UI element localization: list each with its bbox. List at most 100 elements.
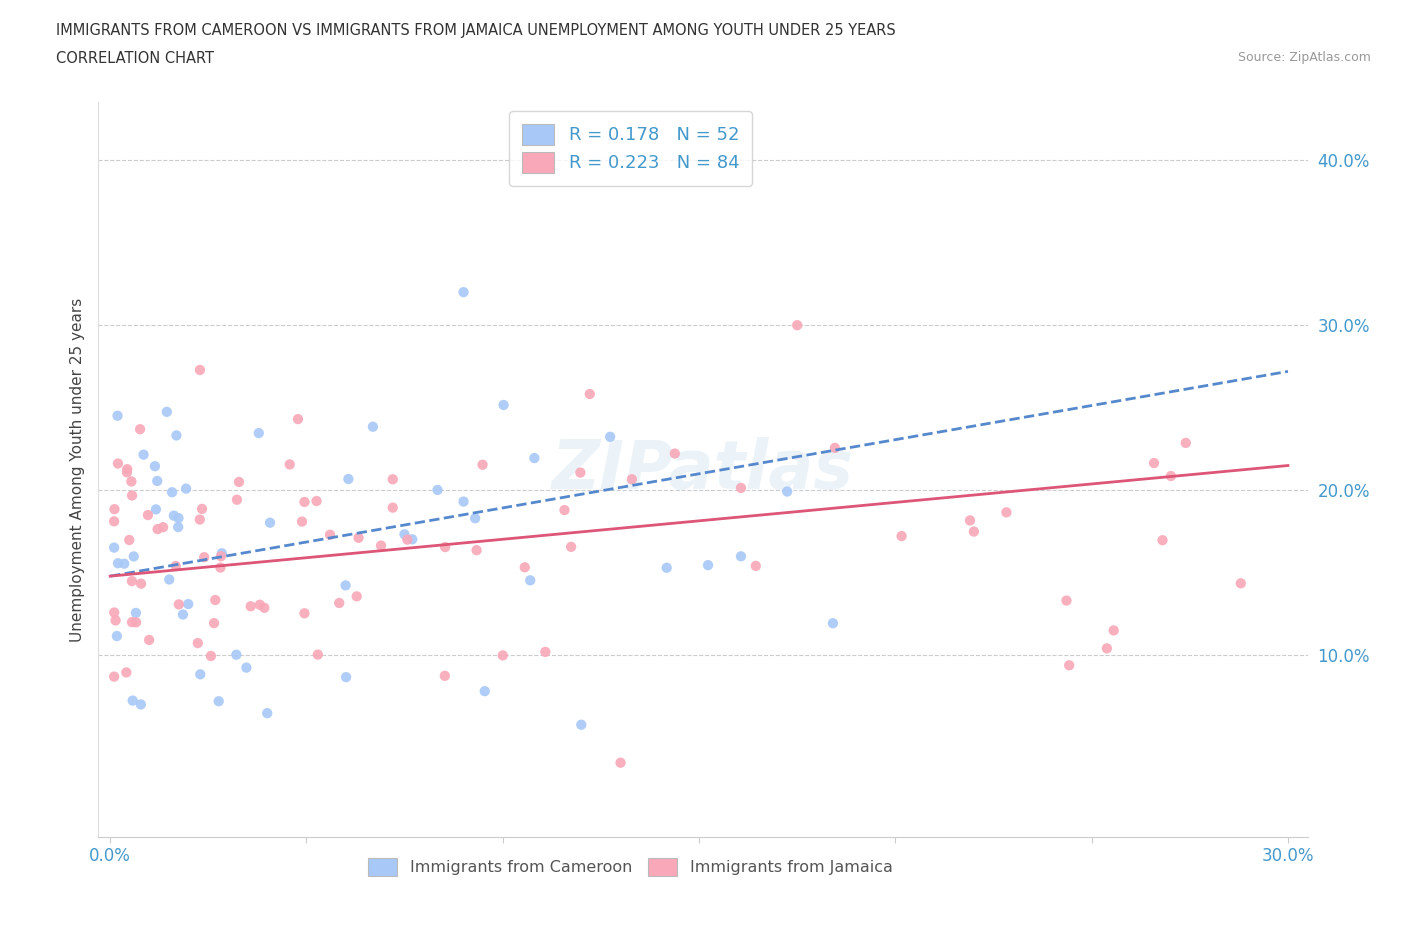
Point	[121, 574, 143, 589]
Point	[319, 527, 342, 542]
Point	[1143, 456, 1166, 471]
Point	[165, 559, 187, 574]
Point	[471, 458, 494, 472]
Point	[167, 597, 190, 612]
Point	[115, 461, 138, 476]
Point	[235, 660, 257, 675]
Point	[204, 592, 226, 607]
Point	[786, 318, 808, 333]
Point	[821, 616, 844, 631]
Point	[599, 430, 621, 445]
Point	[963, 525, 986, 539]
Point	[167, 511, 190, 525]
Point	[187, 635, 209, 650]
Point	[824, 441, 846, 456]
Point	[129, 421, 152, 436]
Point	[156, 405, 179, 419]
Point	[513, 560, 536, 575]
Point	[474, 684, 496, 698]
Point	[256, 706, 278, 721]
Point	[294, 495, 316, 510]
Point	[381, 472, 404, 486]
Point	[125, 605, 148, 620]
Point	[145, 502, 167, 517]
Point	[492, 397, 515, 412]
Point	[120, 474, 142, 489]
Point	[776, 485, 799, 499]
Point	[122, 549, 145, 564]
Point	[433, 669, 456, 684]
Point	[146, 522, 169, 537]
Point	[434, 539, 457, 554]
Point	[328, 595, 350, 610]
Point	[401, 532, 423, 547]
Point	[335, 578, 357, 592]
Point	[730, 549, 752, 564]
Point	[1057, 658, 1080, 672]
Point	[105, 629, 128, 644]
Point	[307, 647, 329, 662]
Point	[287, 412, 309, 427]
Point	[152, 520, 174, 535]
Point	[143, 458, 166, 473]
Point	[396, 532, 419, 547]
Point	[278, 457, 301, 472]
Point	[655, 561, 678, 576]
Point	[335, 670, 357, 684]
Point	[569, 717, 592, 732]
Point	[107, 456, 129, 471]
Point	[337, 472, 360, 486]
Point	[291, 514, 314, 529]
Point	[1102, 623, 1125, 638]
Point	[211, 546, 233, 561]
Point	[129, 577, 152, 591]
Point	[163, 508, 186, 523]
Point	[1152, 533, 1174, 548]
Point	[890, 528, 912, 543]
Point	[202, 616, 225, 631]
Point	[225, 647, 247, 662]
Point	[959, 513, 981, 528]
Point	[239, 599, 262, 614]
Point	[569, 465, 592, 480]
Point	[228, 474, 250, 489]
Point	[208, 694, 231, 709]
Point	[553, 502, 575, 517]
Point	[305, 494, 328, 509]
Point	[697, 558, 720, 573]
Point	[730, 481, 752, 496]
Point	[465, 543, 488, 558]
Point	[167, 520, 190, 535]
Point	[745, 558, 768, 573]
Text: CORRELATION CHART: CORRELATION CHART	[56, 51, 214, 66]
Point	[346, 589, 368, 604]
Point	[394, 527, 416, 542]
Point	[188, 667, 211, 682]
Point	[453, 285, 475, 299]
Point	[294, 605, 316, 620]
Point	[174, 481, 197, 496]
Point	[534, 644, 557, 659]
Point	[249, 597, 271, 612]
Point	[177, 597, 200, 612]
Point	[146, 473, 169, 488]
Point	[259, 515, 281, 530]
Point	[209, 560, 232, 575]
Point	[226, 492, 249, 507]
Point	[115, 665, 138, 680]
Point	[188, 512, 211, 527]
Point	[103, 540, 125, 555]
Point	[112, 556, 135, 571]
Point	[138, 632, 160, 647]
Point	[129, 697, 152, 711]
Point	[121, 693, 143, 708]
Legend: Immigrants from Cameroon, Immigrants from Jamaica: Immigrants from Cameroon, Immigrants fro…	[360, 850, 901, 884]
Point	[995, 505, 1018, 520]
Point	[165, 428, 187, 443]
Point	[426, 483, 449, 498]
Text: Source: ZipAtlas.com: Source: ZipAtlas.com	[1237, 51, 1371, 64]
Point	[200, 648, 222, 663]
Point	[1160, 469, 1182, 484]
Point	[492, 648, 515, 663]
Point	[1230, 576, 1253, 591]
